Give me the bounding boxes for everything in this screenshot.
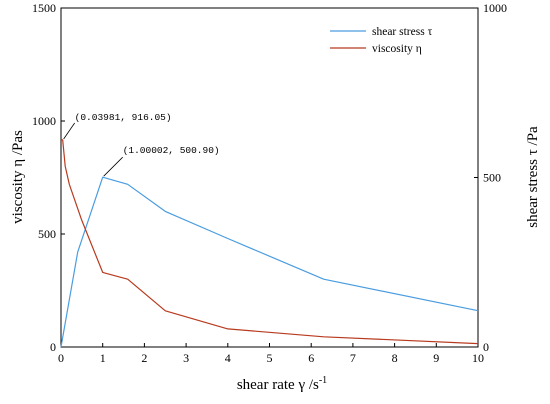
legend-label-shear-stress: shear stress τ — [372, 26, 433, 38]
y-right-axis-ticks: 0 500 1000 — [474, 1, 507, 354]
y-left-tick-label: 500 — [38, 227, 56, 241]
x-tick-label: 8 — [392, 351, 398, 365]
series-layer — [60, 138, 479, 348]
y-right-tick-label: 0 — [483, 340, 489, 354]
series-line-viscosity — [60, 138, 479, 345]
annotation-label: (0.03981, 916.05) — [75, 112, 172, 123]
x-tick-label: 1 — [100, 351, 106, 365]
annotation-layer: (0.03981, 916.05) (1.00002, 500.90) — [63, 112, 220, 177]
x-tick-label: 7 — [350, 351, 356, 365]
x-tick-label: 10 — [472, 351, 484, 365]
y-left-tick-label: 0 — [50, 340, 56, 354]
annotation-label: (1.00002, 500.90) — [123, 145, 220, 156]
x-tick-label: 9 — [433, 351, 439, 365]
x-tick-label: 0 — [58, 351, 64, 365]
y-right-tick-label: 1000 — [483, 1, 507, 15]
x-axis-ticks: 0 1 2 3 4 5 6 7 8 9 10 — [58, 343, 484, 365]
x-tick-label: 3 — [183, 351, 189, 365]
x-axis-title-superscript: -1 — [319, 375, 327, 386]
x-tick-label: 4 — [225, 351, 231, 365]
x-axis-title-text: shear rate γ /s — [237, 377, 319, 393]
x-tick-label: 2 — [141, 351, 147, 365]
y-left-tick-label: 1500 — [32, 1, 56, 15]
plot-frame — [60, 7, 479, 348]
legend-label-viscosity: viscosity η — [372, 43, 422, 55]
y-right-tick-label: 500 — [483, 171, 501, 185]
x-axis-title: shear rate γ /s-1 — [237, 375, 327, 393]
x-tick-label: 5 — [267, 351, 273, 365]
legend: shear stress τ viscosity η — [330, 26, 433, 55]
y-right-axis-title: shear stress τ /Pa — [525, 126, 541, 228]
annotation-leader — [63, 122, 75, 140]
x-tick-label: 6 — [308, 351, 314, 365]
svg-text:shear rate γ /s-1: shear rate γ /s-1 — [237, 375, 327, 393]
y-left-axis-ticks: 0 500 1000 1500 — [32, 1, 65, 354]
y-left-axis-title: viscosity η /Pas — [10, 130, 26, 224]
series-line-shear-stress — [60, 176, 479, 348]
annotation-leader — [103, 156, 123, 177]
y-left-tick-label: 1000 — [32, 114, 56, 128]
